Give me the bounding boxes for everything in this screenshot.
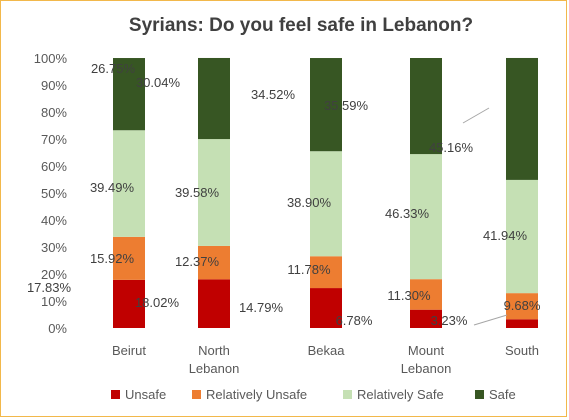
bar-segment xyxy=(113,279,145,328)
y-tick-label: 90% xyxy=(41,78,67,93)
data-label: 35.59% xyxy=(324,98,369,113)
data-label: 11.30% xyxy=(387,288,431,303)
x-tick-label: South xyxy=(505,343,539,358)
legend: Unsafe Relatively Unsafe Relatively Safe Sa… xyxy=(111,387,516,402)
legend-label: Relatively Safe xyxy=(357,387,444,402)
bar-segment xyxy=(410,58,442,155)
data-label: 12.37% xyxy=(175,254,220,269)
data-label: 9.68% xyxy=(504,298,541,313)
bar-segment xyxy=(506,179,538,294)
legend-swatch xyxy=(475,390,484,399)
data-label: 15.92% xyxy=(90,251,135,266)
x-tick-label: Bekaa xyxy=(308,343,346,358)
y-tick-label: 50% xyxy=(41,186,67,201)
data-label: 34.52% xyxy=(251,87,296,102)
bar-segment xyxy=(310,288,342,328)
data-label: 46.33% xyxy=(385,206,430,221)
y-tick-label: 20% xyxy=(41,267,67,282)
data-label: 18.02% xyxy=(135,295,180,310)
y-tick-label: 70% xyxy=(41,132,67,147)
bar-segment xyxy=(410,309,442,328)
legend-swatch xyxy=(343,390,352,399)
bar-segment xyxy=(198,279,230,328)
y-tick-label: 80% xyxy=(41,105,67,120)
legend-label: Safe xyxy=(489,387,516,402)
bar-segment xyxy=(198,245,230,280)
bar-segment xyxy=(506,319,538,328)
y-tick-label: 40% xyxy=(41,213,67,228)
y-tick-label: 60% xyxy=(41,159,67,174)
x-axis: Beirut North Lebanon Bekaa Mount Lebanon South xyxy=(112,343,539,376)
x-tick-label: Beirut xyxy=(112,343,146,358)
legend-label: Unsafe xyxy=(125,387,166,402)
data-label: 26.75% xyxy=(91,61,136,76)
label-leader-line xyxy=(462,107,490,124)
y-tick-label: 30% xyxy=(41,240,67,255)
data-label: 38.90% xyxy=(287,195,332,210)
bars: 17.83% 18.02% 14.79% 6.78% 3.23% 15.92% 12.37%… xyxy=(27,57,541,328)
chart-title: Syrians: Do you feel safe in Lebanon? xyxy=(129,15,473,36)
y-tick-label: 100% xyxy=(34,51,68,66)
data-label: 3.23% xyxy=(431,313,468,328)
bar-segment xyxy=(113,58,145,131)
label-leader-line xyxy=(473,314,508,326)
data-label: 6.78% xyxy=(336,313,373,328)
bar-segment xyxy=(310,256,342,289)
bar-segment xyxy=(310,151,342,257)
bar-segment xyxy=(410,154,442,280)
data-label: 39.49% xyxy=(90,180,135,195)
data-label: 39.58% xyxy=(175,185,220,200)
y-tick-label: 10% xyxy=(41,294,67,309)
y-axis: 0% 10% 20% 30% 40% 50% 60% 70% 80% 90% 100% xyxy=(34,51,68,336)
data-label: 45.16% xyxy=(429,140,474,155)
bar-segment xyxy=(113,130,145,237)
data-label: 17.83% xyxy=(27,280,72,295)
y-tick-label: 0% xyxy=(48,321,67,336)
data-label: 11.78% xyxy=(287,262,331,277)
data-label: 41.94% xyxy=(483,228,528,243)
data-label: 30.04% xyxy=(136,75,181,90)
bar-segment xyxy=(198,57,230,140)
data-label: 14.79% xyxy=(239,300,284,315)
legend-swatch xyxy=(111,390,120,399)
legend-label: Relatively Unsafe xyxy=(206,387,307,402)
bar-segment xyxy=(506,293,538,320)
legend-swatch xyxy=(192,390,201,399)
bar-segment xyxy=(506,57,538,180)
bar-segment xyxy=(113,236,145,280)
bar-segment xyxy=(198,139,230,246)
bar-segment xyxy=(310,58,342,152)
x-tick-label: Mount Lebanon xyxy=(401,343,452,376)
x-tick-label: North Lebanon xyxy=(189,343,240,376)
bar-segment xyxy=(410,279,442,310)
